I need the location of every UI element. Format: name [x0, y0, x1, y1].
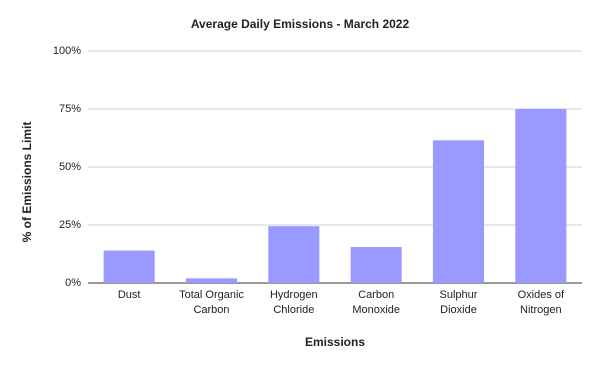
y-axis-label: % of Emissions Limit — [20, 122, 34, 243]
bar — [515, 109, 567, 283]
bar — [103, 250, 155, 283]
y-tick-label: 75% — [59, 103, 81, 115]
y-tick-label: 100% — [53, 45, 81, 57]
x-tick-label: Dust — [118, 289, 141, 301]
x-tick-label: Carbon Monoxide — [352, 289, 400, 316]
y-tick-label: 0% — [65, 277, 81, 289]
x-tick-label: Total Organic Carbon — [179, 289, 244, 316]
bar — [268, 226, 320, 283]
y-tick-label: 50% — [59, 161, 81, 173]
bar — [350, 247, 402, 283]
chart-title: Average Daily Emissions - March 2022 — [191, 17, 410, 31]
bar — [185, 278, 238, 283]
y-tick-label: 25% — [59, 219, 81, 231]
x-tick-label: Hydrogen Chloride — [270, 289, 318, 316]
bar — [432, 140, 485, 283]
x-tick-label: Sulphur Dioxide — [440, 289, 478, 316]
x-tick-label: Oxides of Nitrogen — [518, 289, 565, 316]
x-axis-label: Emissions — [305, 335, 365, 349]
